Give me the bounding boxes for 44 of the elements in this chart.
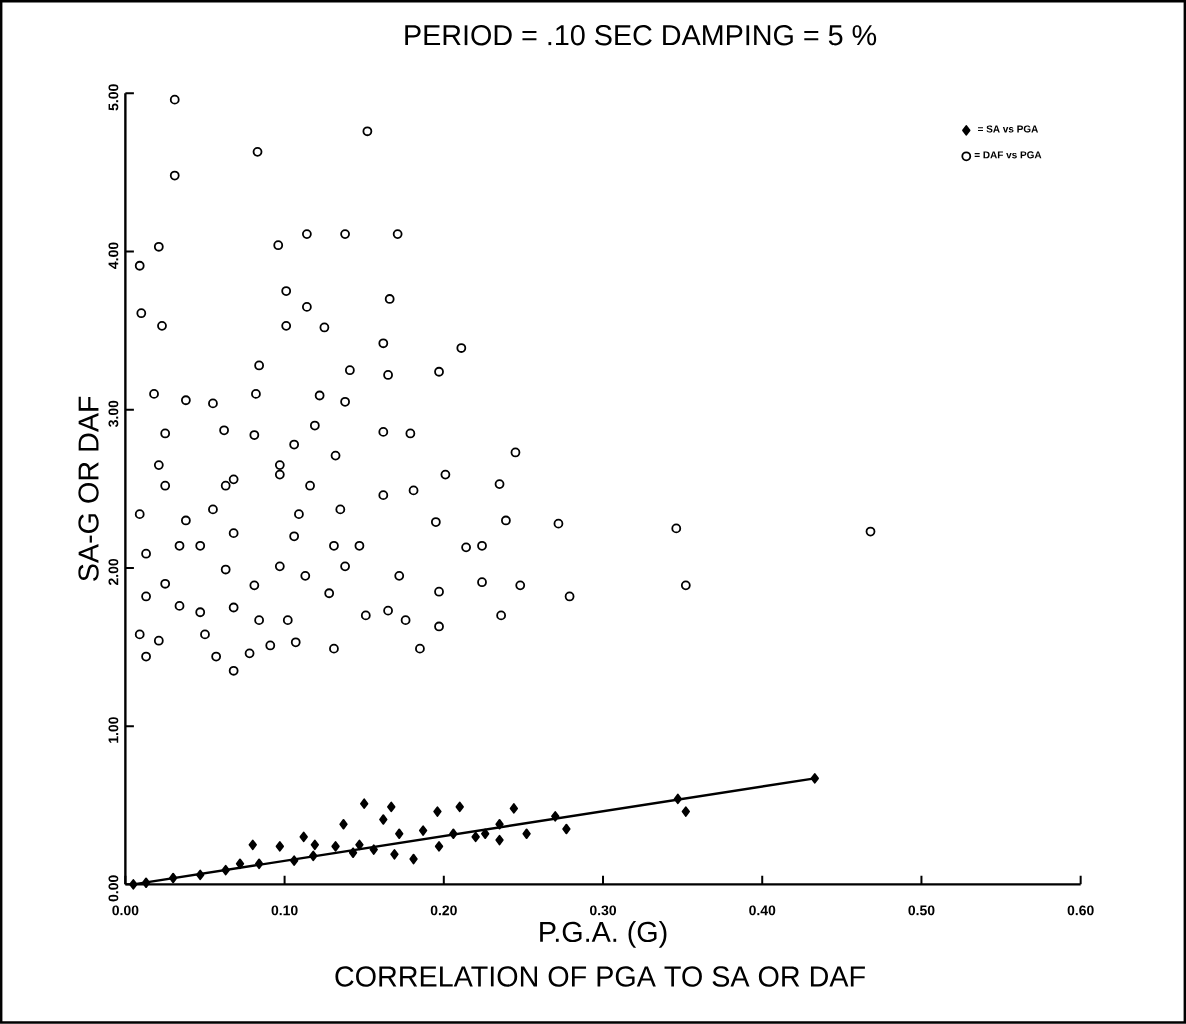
point (289, 855, 299, 867)
point (196, 869, 205, 881)
point (235, 858, 245, 870)
point (129, 879, 138, 890)
point (395, 828, 404, 840)
point (275, 841, 285, 852)
point (681, 806, 690, 817)
point (449, 828, 458, 840)
point (254, 858, 264, 870)
point (434, 841, 444, 852)
point (348, 847, 358, 859)
point (673, 793, 683, 805)
point (418, 825, 428, 836)
point (471, 831, 480, 843)
point (810, 773, 819, 784)
point (509, 803, 519, 814)
x-axis-title: P.G.A. (G) (540, 921, 667, 948)
text: CORRELATION OF PGA TO SA OR DAF (335, 966, 865, 987)
point (309, 850, 318, 862)
point (331, 841, 340, 852)
point (141, 877, 151, 889)
point (379, 814, 388, 825)
point (551, 811, 560, 822)
point (455, 801, 464, 813)
point (221, 864, 230, 876)
point (310, 839, 320, 851)
point (390, 849, 399, 860)
point (387, 801, 396, 813)
chart-title: PERIOD = .10 SEC DAMPING = 5 % (405, 25, 877, 46)
point (168, 872, 178, 884)
point (369, 844, 378, 855)
point (355, 839, 364, 851)
point (409, 853, 418, 865)
point (339, 819, 348, 830)
point (495, 819, 504, 830)
point (495, 834, 504, 846)
point (248, 839, 257, 851)
y-axis-title: SA-G OR DAF (78, 396, 99, 582)
point (360, 798, 369, 810)
point (481, 828, 490, 840)
point (433, 806, 442, 817)
point (299, 831, 308, 843)
point (562, 823, 571, 835)
point (522, 828, 531, 840)
